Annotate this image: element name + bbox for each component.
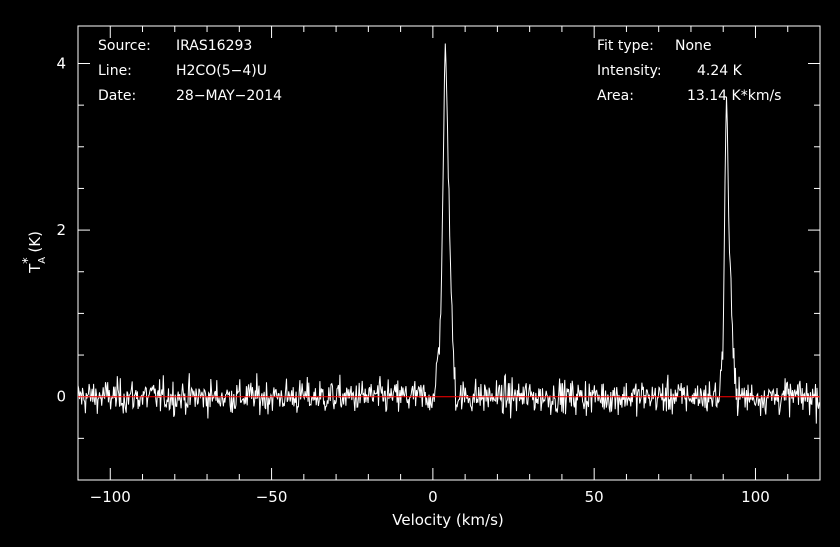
y-axis-label: TA* (K) <box>21 231 48 274</box>
x-tick-label: 50 <box>585 488 604 506</box>
area-value: 13.14 K*km/s <box>687 88 781 104</box>
source-key: Source: <box>98 38 151 54</box>
date-key: Date: <box>98 88 136 104</box>
info-right: Fit type: None Intensity: 4.24 K Area: 1… <box>597 38 781 104</box>
source-value: IRAS16293 <box>176 38 252 54</box>
date-value: 28−MAY−2014 <box>176 88 282 104</box>
x-tick-label: −100 <box>90 488 131 506</box>
x-tick-label: −50 <box>256 488 288 506</box>
info-left: Source: IRAS16293 Line: H2CO(5−4)U Date:… <box>98 38 282 104</box>
y-tick-label: 4 <box>56 54 66 72</box>
axis-tick-labels: −100 −50 0 50 100 0 2 4 <box>56 54 769 506</box>
y-axis-label-sup: * <box>21 257 36 264</box>
x-axis-label: Velocity (km/s) <box>392 511 503 529</box>
y-axis-label-unit: (K) <box>26 231 44 257</box>
axis-ticks <box>77 26 821 481</box>
svg-text:TA* (K): TA* (K) <box>21 231 48 274</box>
plot-frame <box>77 25 821 481</box>
intensity-key: Intensity: <box>597 63 662 79</box>
x-tick-label: 0 <box>428 488 438 506</box>
y-axis-label-sub: A <box>37 257 48 264</box>
intensity-value: 4.24 K <box>697 63 743 79</box>
line-value: H2CO(5−4)U <box>176 63 267 79</box>
fit-type-value: None <box>675 38 712 54</box>
spectrum-line <box>77 43 820 424</box>
line-key: Line: <box>98 63 132 79</box>
fit-type-key: Fit type: <box>597 38 654 54</box>
y-tick-label: 2 <box>56 221 66 239</box>
area-key: Area: <box>597 88 634 104</box>
x-tick-label: 100 <box>741 488 770 506</box>
y-axis-label-main: T <box>26 263 44 274</box>
y-tick-label: 0 <box>56 388 66 406</box>
